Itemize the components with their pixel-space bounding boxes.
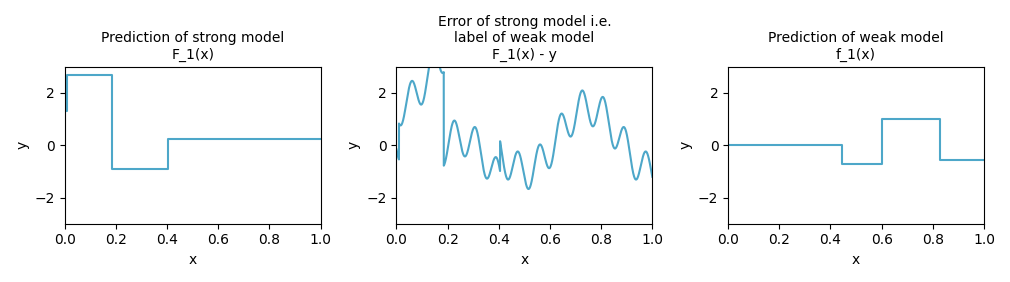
X-axis label: x: x — [520, 253, 528, 267]
Y-axis label: y: y — [15, 141, 29, 149]
X-axis label: x: x — [851, 253, 861, 267]
Y-axis label: y: y — [346, 141, 361, 149]
Y-axis label: y: y — [679, 141, 693, 149]
Title: Prediction of strong model
F_1(x): Prediction of strong model F_1(x) — [101, 31, 285, 61]
Title: Error of strong model i.e.
label of weak model
F_1(x) - y: Error of strong model i.e. label of weak… — [437, 15, 611, 61]
X-axis label: x: x — [189, 253, 197, 267]
Title: Prediction of weak model
f_1(x): Prediction of weak model f_1(x) — [769, 31, 944, 61]
